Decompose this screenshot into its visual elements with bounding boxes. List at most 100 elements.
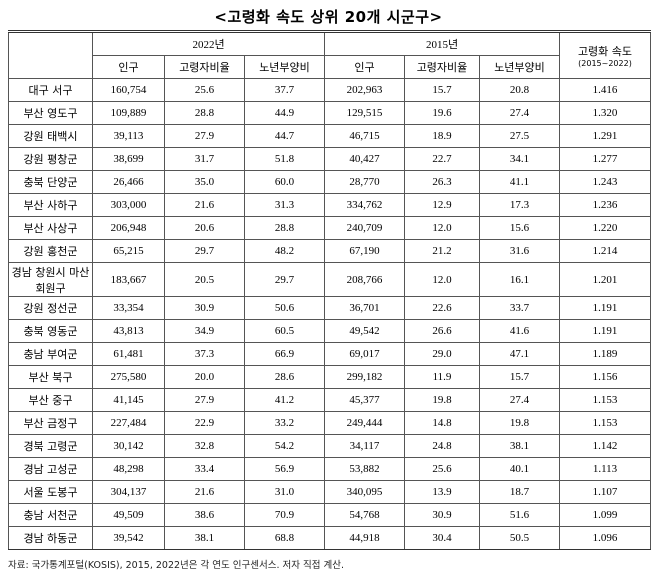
value-cell: 1.096 — [559, 526, 651, 550]
table-row: 경남 창원시 마산회원구 183,667 20.5 29.7 208,766 12.0 16… — [8, 262, 651, 297]
value-cell: 34.1 — [479, 147, 560, 171]
value-cell: 304,137 — [92, 480, 165, 504]
value-cell: 44.9 — [244, 101, 325, 125]
value-cell: 19.8 — [404, 388, 480, 412]
value-cell: 1.320 — [559, 101, 651, 125]
value-cell: 38,699 — [92, 147, 165, 171]
value-cell: 53,882 — [324, 457, 405, 481]
value-cell: 70.9 — [244, 503, 325, 527]
value-cell: 12.9 — [404, 193, 480, 217]
value-cell: 1.243 — [559, 170, 651, 194]
value-cell: 303,000 — [92, 193, 165, 217]
value-cell: 30.4 — [404, 526, 480, 550]
value-cell: 29.0 — [404, 342, 480, 366]
value-cell: 19.6 — [404, 101, 480, 125]
value-cell: 1.099 — [559, 503, 651, 527]
value-cell: 39,113 — [92, 124, 165, 148]
region-cell: 부산 중구 — [8, 388, 93, 412]
value-cell: 28,770 — [324, 170, 405, 194]
value-cell: 41.2 — [244, 388, 325, 412]
value-cell: 54,768 — [324, 503, 405, 527]
speed-period: (2015~2022) — [578, 58, 632, 68]
table-row: 서울 도봉구 304,137 21.6 31.0 340,095 13.9 18.7 1.10… — [8, 480, 651, 504]
value-cell: 1.191 — [559, 319, 651, 343]
value-cell: 26.3 — [404, 170, 480, 194]
table-row: 부산 사하구 303,000 21.6 31.3 334,762 12.9 17.3 1.23… — [8, 193, 651, 217]
region-cell: 경남 창원시 마산회원구 — [8, 262, 93, 297]
sub-header: 노년부양비 — [479, 55, 560, 79]
header-row: 2022년 2015년 고령화 속도 (2015~2022) — [8, 30, 651, 79]
value-cell: 25.6 — [404, 457, 480, 481]
value-cell: 22.6 — [404, 296, 480, 320]
value-cell: 51.6 — [479, 503, 560, 527]
region-cell: 서울 도봉구 — [8, 480, 93, 504]
value-cell: 34,117 — [324, 434, 405, 458]
data-table: 2022년 2015년 고령화 속도 (2015~2022) 인구 고령자비율 노년… — [8, 30, 651, 550]
value-cell: 20.6 — [164, 216, 245, 240]
value-cell: 40.1 — [479, 457, 560, 481]
value-cell: 183,667 — [92, 262, 165, 297]
value-cell: 61,481 — [92, 342, 165, 366]
value-cell: 12.0 — [404, 216, 480, 240]
table-row: 강원 정선군 33,354 30.9 50.6 36,701 22.6 33.7 1.191 — [8, 296, 651, 320]
value-cell: 34.9 — [164, 319, 245, 343]
group-header: 2022년 — [92, 30, 325, 56]
value-cell: 32.8 — [164, 434, 245, 458]
region-cell: 대구 서구 — [8, 78, 93, 102]
value-cell: 44,918 — [324, 526, 405, 550]
value-cell: 20.5 — [164, 262, 245, 297]
value-cell: 33.2 — [244, 411, 325, 435]
value-cell: 14.8 — [404, 411, 480, 435]
value-cell: 31.6 — [479, 239, 560, 263]
value-cell: 1.153 — [559, 411, 651, 435]
value-cell: 208,766 — [324, 262, 405, 297]
value-cell: 21.2 — [404, 239, 480, 263]
value-cell: 1.236 — [559, 193, 651, 217]
value-cell: 22.9 — [164, 411, 245, 435]
value-cell: 31.7 — [164, 147, 245, 171]
value-cell: 45,377 — [324, 388, 405, 412]
table-row: 강원 태백시 39,113 27.9 44.7 46,715 18.9 27.5 1.291 — [8, 124, 651, 148]
value-cell: 31.3 — [244, 193, 325, 217]
value-cell: 65,215 — [92, 239, 165, 263]
region-cell: 강원 평창군 — [8, 147, 93, 171]
table-row: 부산 금정구 227,484 22.9 33.2 249,444 14.8 19.8 1.15… — [8, 411, 651, 435]
value-cell: 227,484 — [92, 411, 165, 435]
table-row: 강원 홍천군 65,215 29.7 48.2 67,190 21.2 31.6 1.214 — [8, 239, 651, 263]
sub-header: 인구 — [92, 55, 165, 79]
value-cell: 30.9 — [404, 503, 480, 527]
table-row: 부산 중구 41,145 27.9 41.2 45,377 19.8 27.4 1.153 — [8, 388, 651, 412]
value-cell: 33.7 — [479, 296, 560, 320]
value-cell: 11.9 — [404, 365, 480, 389]
value-cell: 25.6 — [164, 78, 245, 102]
value-cell: 1.191 — [559, 296, 651, 320]
value-cell: 37.3 — [164, 342, 245, 366]
value-cell: 1.156 — [559, 365, 651, 389]
value-cell: 109,889 — [92, 101, 165, 125]
value-cell: 1.214 — [559, 239, 651, 263]
region-cell: 강원 태백시 — [8, 124, 93, 148]
value-cell: 48,298 — [92, 457, 165, 481]
region-cell: 경남 하동군 — [8, 526, 93, 550]
value-cell: 13.9 — [404, 480, 480, 504]
value-cell: 18.7 — [479, 480, 560, 504]
value-cell: 33.4 — [164, 457, 245, 481]
value-cell: 66.9 — [244, 342, 325, 366]
value-cell: 36,701 — [324, 296, 405, 320]
header-row: 인구 고령자비율 노년부양비 인구 고령자비율 노년부양비 — [9, 55, 651, 79]
value-cell: 160,754 — [92, 78, 165, 102]
value-cell: 240,709 — [324, 216, 405, 240]
value-cell: 30.9 — [164, 296, 245, 320]
value-cell: 17.3 — [479, 193, 560, 217]
value-cell: 1.277 — [559, 147, 651, 171]
region-cell: 부산 금정구 — [8, 411, 93, 435]
region-cell: 부산 사상구 — [8, 216, 93, 240]
table-row: 경남 고성군 48,298 33.4 56.9 53,882 25.6 40.1 1.113 — [8, 457, 651, 481]
value-cell: 31.0 — [244, 480, 325, 504]
value-cell: 202,963 — [324, 78, 405, 102]
corner-cell — [8, 30, 93, 79]
value-cell: 1.416 — [559, 78, 651, 102]
region-cell: 부산 북구 — [8, 365, 93, 389]
sub-header: 인구 — [324, 55, 405, 79]
value-cell: 47.1 — [479, 342, 560, 366]
